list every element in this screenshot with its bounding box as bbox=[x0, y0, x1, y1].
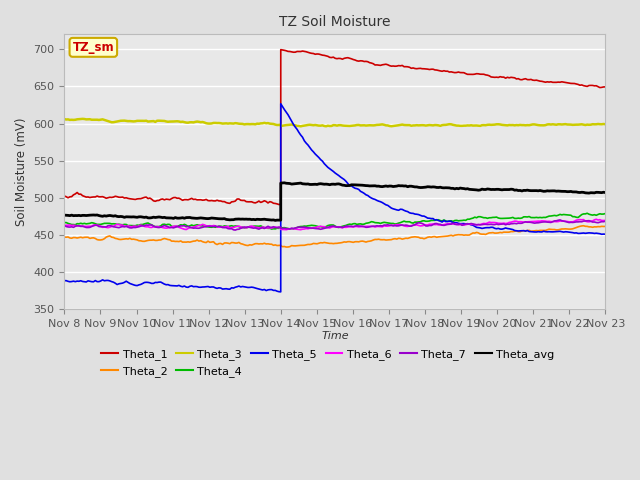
Theta_2 bbox=[384, 237, 392, 243]
Theta_2 bbox=[393, 236, 401, 242]
Theta_7 bbox=[556, 217, 564, 223]
Line: Theta_5: Theta_5 bbox=[65, 104, 605, 292]
Theta_7 bbox=[382, 222, 390, 228]
Theta_5 bbox=[61, 278, 68, 284]
Theta_3 bbox=[602, 121, 609, 127]
Theta_2 bbox=[61, 234, 68, 240]
Theta_3 bbox=[386, 123, 394, 129]
Theta_avg bbox=[384, 183, 392, 189]
Theta_5 bbox=[395, 207, 403, 213]
Theta_4 bbox=[602, 211, 609, 216]
Theta_5 bbox=[602, 231, 609, 237]
Theta_5 bbox=[384, 203, 392, 208]
Theta_3 bbox=[79, 116, 86, 122]
Theta_avg bbox=[61, 212, 68, 218]
Theta_avg bbox=[280, 180, 288, 186]
Theta_3 bbox=[395, 122, 403, 128]
Theta_1 bbox=[275, 202, 283, 207]
Theta_3 bbox=[297, 123, 305, 129]
Line: Theta_7: Theta_7 bbox=[65, 220, 605, 230]
Theta_avg bbox=[520, 188, 527, 193]
Theta_avg bbox=[386, 183, 394, 189]
Theta_6 bbox=[62, 222, 70, 228]
Theta_1 bbox=[386, 63, 394, 69]
Theta_6 bbox=[297, 227, 305, 233]
Theta_5 bbox=[277, 101, 285, 107]
Theta_avg bbox=[602, 190, 609, 195]
X-axis label: Time: Time bbox=[321, 331, 349, 341]
Theta_1 bbox=[602, 84, 609, 90]
Theta_2 bbox=[602, 224, 609, 229]
Theta_5 bbox=[386, 204, 394, 210]
Theta_4 bbox=[62, 220, 70, 226]
Theta_1 bbox=[554, 79, 562, 85]
Theta_1 bbox=[277, 47, 285, 52]
Theta_7 bbox=[518, 220, 525, 226]
Theta_4 bbox=[393, 221, 401, 227]
Theta_3 bbox=[520, 122, 527, 128]
Theta_avg bbox=[395, 183, 403, 189]
Theta_avg bbox=[62, 212, 70, 218]
Line: Theta_6: Theta_6 bbox=[65, 219, 605, 230]
Theta_6 bbox=[393, 222, 401, 228]
Theta_7 bbox=[602, 218, 609, 224]
Line: Theta_4: Theta_4 bbox=[65, 213, 605, 229]
Theta_2 bbox=[580, 223, 588, 228]
Y-axis label: Soil Moisture (mV): Soil Moisture (mV) bbox=[15, 118, 28, 226]
Text: TZ_sm: TZ_sm bbox=[72, 41, 114, 54]
Theta_6 bbox=[552, 219, 560, 225]
Theta_4 bbox=[61, 220, 68, 226]
Line: Theta_2: Theta_2 bbox=[65, 226, 605, 247]
Theta_7 bbox=[552, 218, 560, 224]
Line: Theta_avg: Theta_avg bbox=[65, 183, 605, 220]
Theta_1 bbox=[61, 193, 68, 199]
Theta_3 bbox=[554, 121, 562, 127]
Theta_7 bbox=[61, 223, 68, 228]
Theta_3 bbox=[61, 116, 68, 122]
Theta_7 bbox=[232, 227, 239, 233]
Theta_4 bbox=[552, 213, 560, 219]
Theta_4 bbox=[518, 215, 525, 221]
Theta_1 bbox=[520, 76, 527, 82]
Theta_1 bbox=[62, 194, 70, 200]
Theta_2 bbox=[382, 237, 390, 243]
Line: Theta_3: Theta_3 bbox=[65, 119, 605, 126]
Theta_avg bbox=[271, 217, 279, 223]
Theta_2 bbox=[518, 228, 525, 234]
Theta_1 bbox=[384, 62, 392, 68]
Theta_7 bbox=[62, 224, 70, 229]
Theta_avg bbox=[554, 188, 562, 194]
Theta_5 bbox=[520, 228, 527, 234]
Theta_2 bbox=[552, 227, 560, 233]
Theta_1 bbox=[395, 63, 403, 69]
Theta_2 bbox=[62, 234, 70, 240]
Theta_6 bbox=[593, 216, 600, 222]
Theta_7 bbox=[393, 223, 401, 229]
Legend: Theta_1, Theta_2, Theta_3, Theta_4, Theta_5, Theta_6, Theta_7, Theta_avg: Theta_1, Theta_2, Theta_3, Theta_4, Thet… bbox=[97, 345, 559, 381]
Theta_6 bbox=[61, 223, 68, 228]
Theta_7 bbox=[384, 222, 392, 228]
Theta_4 bbox=[583, 210, 591, 216]
Theta_2 bbox=[282, 244, 290, 250]
Theta_5 bbox=[62, 278, 70, 284]
Theta_4 bbox=[268, 226, 275, 232]
Title: TZ Soil Moisture: TZ Soil Moisture bbox=[279, 15, 390, 29]
Theta_3 bbox=[62, 117, 70, 122]
Theta_4 bbox=[382, 220, 390, 226]
Theta_5 bbox=[277, 289, 285, 295]
Theta_3 bbox=[384, 122, 392, 128]
Theta_5 bbox=[554, 228, 562, 234]
Theta_6 bbox=[518, 219, 525, 225]
Theta_6 bbox=[384, 223, 392, 229]
Theta_6 bbox=[602, 217, 609, 223]
Theta_4 bbox=[384, 220, 392, 226]
Theta_6 bbox=[382, 223, 390, 229]
Line: Theta_1: Theta_1 bbox=[65, 49, 605, 204]
